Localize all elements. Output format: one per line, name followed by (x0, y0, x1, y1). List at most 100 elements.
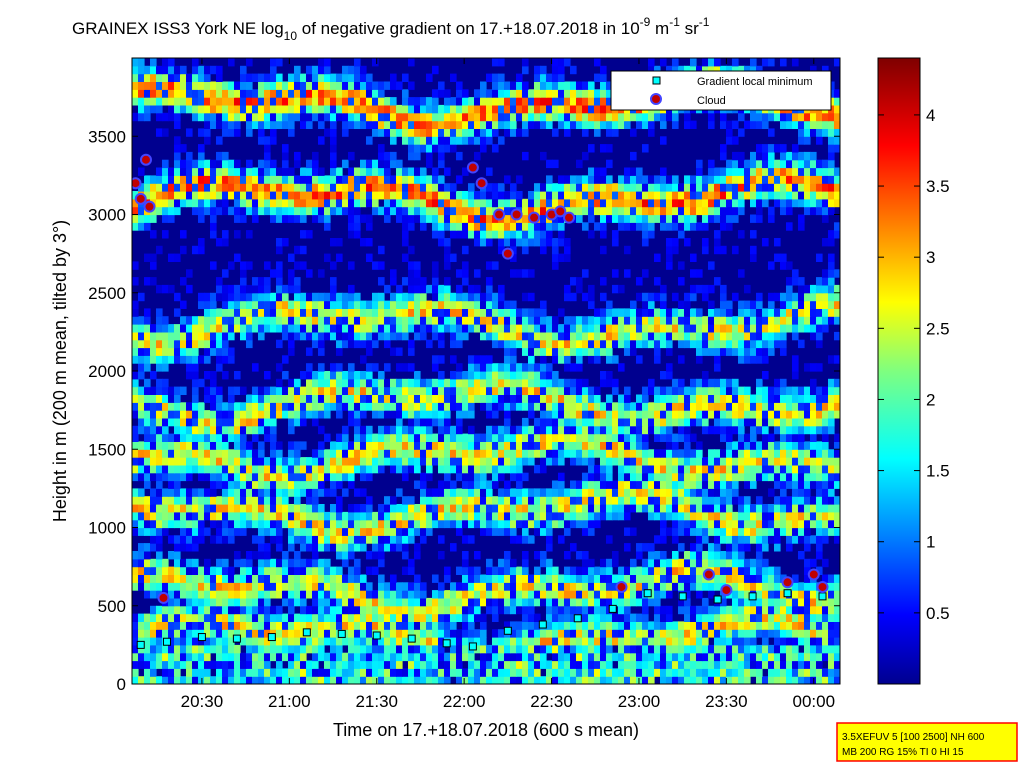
heat-cell (762, 410, 769, 419)
heat-cell (738, 629, 745, 638)
heat-cell (246, 308, 253, 317)
heat-cell (786, 527, 793, 536)
heat-cell (630, 316, 637, 325)
heat-cell (504, 527, 511, 536)
heat-cell (720, 613, 727, 622)
heat-cell (186, 269, 193, 278)
heat-cell (834, 504, 840, 513)
heat-cell (294, 652, 301, 662)
heat-cell (360, 637, 367, 646)
heat-cell (324, 652, 331, 662)
heat-cell (336, 551, 343, 560)
heat-cell (222, 410, 229, 419)
heat-cell (654, 574, 661, 583)
heat-cell (204, 433, 211, 442)
heat-cell (150, 660, 157, 669)
heat-cell (384, 300, 391, 309)
heat-cell (240, 457, 247, 466)
heat-cell (312, 339, 319, 349)
heat-cell (564, 245, 571, 255)
heat-cell (324, 433, 331, 442)
heat-cell (150, 410, 157, 419)
heat-cell (738, 410, 745, 419)
heat-cell (150, 339, 157, 349)
heat-cell (414, 316, 421, 325)
heat-cell (558, 660, 565, 669)
heat-cell (462, 582, 469, 591)
heat-cell (144, 394, 151, 403)
heat-cell (468, 590, 475, 599)
heat-cell (810, 652, 817, 662)
heat-cell (534, 644, 541, 654)
heat-cell (648, 558, 655, 568)
heat-cell (738, 339, 745, 349)
heat-cell (564, 417, 571, 427)
heat-cell (462, 378, 469, 388)
heat-cell (762, 613, 769, 622)
heat-cell (732, 527, 739, 536)
heat-cell (648, 324, 655, 333)
heat-cell (486, 597, 493, 607)
heat-cell (822, 277, 829, 286)
heat-cell (468, 496, 475, 505)
heat-cell (480, 496, 487, 505)
heat-cell (822, 410, 829, 419)
heat-cell (552, 629, 559, 638)
heat-cell (186, 457, 193, 466)
heat-cell (750, 441, 757, 450)
heat-cell (582, 668, 589, 677)
heat-cell (798, 676, 805, 684)
heat-cell (564, 668, 571, 677)
heat-cell (336, 378, 343, 388)
heat-cell (654, 660, 661, 669)
heat-cell (264, 457, 271, 466)
heat-cell (456, 394, 463, 403)
heat-cell (504, 660, 511, 669)
heat-cell (702, 284, 709, 294)
heat-cell (294, 324, 301, 333)
heat-cell (288, 284, 295, 294)
heat-cell (564, 590, 571, 599)
heat-cell (690, 488, 697, 497)
heat-cell (384, 324, 391, 333)
heat-cell (630, 433, 637, 442)
heat-cell (750, 308, 757, 317)
heat-cell (498, 496, 505, 505)
heat-cell (516, 629, 523, 638)
heat-cell (522, 652, 529, 662)
heat-cell (564, 394, 571, 403)
heat-cell (348, 480, 355, 489)
heat-cell (546, 582, 553, 591)
heat-cell (606, 660, 613, 669)
heat-cell (390, 613, 397, 622)
heat-cell (402, 519, 409, 529)
heat-cell (252, 551, 259, 560)
heat-cell (258, 668, 265, 677)
heat-cell (798, 652, 805, 662)
heat-cell (330, 652, 337, 662)
heat-cell (234, 300, 241, 309)
heat-cell (672, 660, 679, 669)
heat-cell (606, 417, 613, 427)
heat-cell (408, 245, 415, 255)
heat-cell (234, 629, 241, 638)
heat-cell (528, 613, 535, 622)
heat-cell (198, 433, 205, 442)
heat-cell (612, 590, 619, 599)
heat-cell (444, 324, 451, 333)
heat-cell (594, 316, 601, 325)
heat-cell (552, 574, 559, 583)
heat-cell (654, 457, 661, 466)
heat-cell (174, 605, 181, 615)
heat-cell (450, 331, 457, 341)
heat-cell (738, 355, 745, 364)
heat-cell (270, 527, 277, 536)
heat-cell (762, 464, 769, 474)
heat-cell (192, 245, 199, 255)
heat-cell (582, 386, 589, 395)
heat-cell (774, 660, 781, 669)
heat-cell (714, 504, 721, 513)
heat-cell (660, 284, 667, 294)
heat-cell (216, 457, 223, 466)
heat-cell (342, 652, 349, 662)
